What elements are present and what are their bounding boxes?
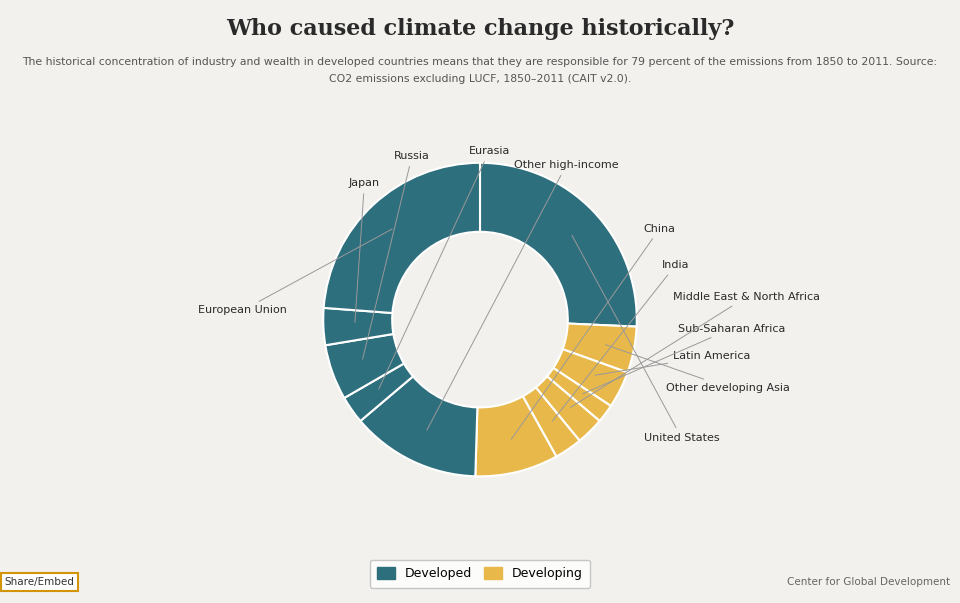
Wedge shape <box>324 308 394 346</box>
Text: India: India <box>552 260 689 421</box>
Wedge shape <box>360 376 477 476</box>
Text: The historical concentration of industry and wealth in developed countries means: The historical concentration of industry… <box>22 57 938 68</box>
Wedge shape <box>325 334 404 398</box>
Text: United States: United States <box>572 235 719 443</box>
Text: Russia: Russia <box>363 151 430 359</box>
Wedge shape <box>553 349 628 406</box>
Text: Center for Global Development: Center for Global Development <box>787 577 950 587</box>
Wedge shape <box>547 368 611 421</box>
Legend: Developed, Developing: Developed, Developing <box>370 560 590 588</box>
Text: Latin America: Latin America <box>595 351 751 375</box>
Wedge shape <box>475 396 557 476</box>
Text: Eurasia: Eurasia <box>378 147 510 390</box>
Text: China: China <box>512 224 676 439</box>
Text: Middle East & North Africa: Middle East & North Africa <box>570 292 820 408</box>
Text: Who caused climate change historically?: Who caused climate change historically? <box>226 18 734 40</box>
Text: CO2 emissions excluding LUCF, 1850–2011 (CAIT v2.0).: CO2 emissions excluding LUCF, 1850–2011 … <box>329 74 631 84</box>
Text: European Union: European Union <box>198 229 393 315</box>
Text: Japan: Japan <box>348 178 380 323</box>
Text: Sub-Saharan Africa: Sub-Saharan Africa <box>583 324 785 394</box>
Wedge shape <box>324 163 480 313</box>
Wedge shape <box>523 387 580 456</box>
Wedge shape <box>536 376 600 441</box>
Wedge shape <box>563 324 636 373</box>
Wedge shape <box>345 364 413 421</box>
Text: Other high-income: Other high-income <box>427 160 618 430</box>
Text: Share/Embed: Share/Embed <box>5 577 75 587</box>
Text: Other developing Asia: Other developing Asia <box>606 345 790 393</box>
Wedge shape <box>480 163 636 327</box>
